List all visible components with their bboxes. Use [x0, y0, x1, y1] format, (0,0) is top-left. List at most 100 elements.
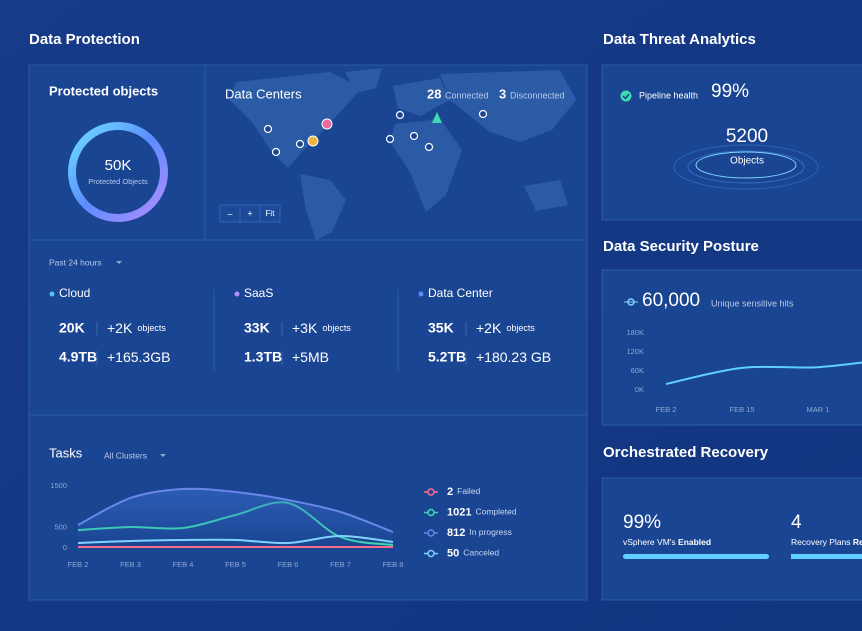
y-tick-label: 500 — [54, 522, 67, 531]
progress-bar — [791, 554, 862, 559]
delta: +3K — [292, 320, 318, 336]
x-tick-label: FEB 7 — [330, 560, 351, 569]
card-title: Tasks — [49, 445, 83, 460]
recovery-value: 4 — [791, 512, 802, 533]
recovery-label: vSphere VM's Enabled — [623, 537, 711, 547]
x-tick-label: FEB 8 — [383, 560, 404, 569]
y-tick-label: 180K — [626, 328, 644, 337]
zoom-in[interactable]: + — [247, 208, 252, 218]
source-name: SaaS — [244, 286, 273, 300]
unit: objects — [137, 323, 166, 333]
hits-label: Unique sensitive hits — [711, 298, 794, 308]
legend-entry: 50 Canceled — [447, 547, 499, 559]
metric-delta: +2K objects — [476, 320, 535, 336]
metric-delta: +180.23 GB — [476, 349, 551, 365]
legend-name: In progress — [469, 527, 512, 537]
metric-value: 5.2TB — [428, 349, 466, 365]
series-line — [77, 487, 394, 533]
x-tick-label: FEB 3 — [120, 560, 141, 569]
status: Enabled — [678, 537, 711, 547]
status: Ready — [853, 537, 862, 547]
legend-icon — [427, 549, 435, 558]
legend-icon — [427, 529, 435, 537]
x-tick-label: MAR 1 — [807, 405, 830, 414]
connected-count: 28 — [427, 86, 441, 101]
x-tick-label: FEB 4 — [173, 560, 194, 569]
legend-entry: 2 Failed — [447, 486, 481, 498]
zoom-out[interactable]: – — [227, 208, 232, 218]
x-tick-label: FEB 2 — [68, 560, 89, 569]
x-tick-label: FEB 15 — [729, 405, 754, 414]
series-line — [77, 535, 394, 545]
zoom-fit[interactable]: Fit — [266, 209, 276, 218]
y-tick-label: 60K — [631, 366, 644, 375]
objects-value: 5200 — [726, 126, 768, 147]
panel — [601, 64, 862, 221]
map-marker-cloud — [432, 112, 442, 123]
source-name: Cloud — [59, 286, 90, 300]
legend-icon — [427, 488, 435, 496]
series-area — [78, 488, 393, 548]
caret — [116, 261, 122, 264]
source-dot — [418, 291, 424, 297]
legend-icon — [427, 508, 435, 517]
delta: +2K — [476, 320, 502, 336]
metric-value: 4.9TB — [59, 349, 97, 365]
section-title: Orchestrated Recovery — [603, 444, 769, 461]
unit: objects — [506, 323, 535, 333]
section-title: Data Security Posture — [603, 238, 759, 255]
y-tick-label: 0 — [63, 543, 67, 552]
panel — [601, 269, 862, 426]
recovery-value: 99% — [623, 512, 661, 533]
donut — [68, 122, 168, 222]
metric-delta: +5MB — [292, 349, 329, 365]
legend-entry: 1021 Completed — [447, 506, 517, 518]
y-tick-label: 120K — [626, 347, 644, 356]
zoom-controls[interactable] — [219, 204, 281, 223]
world-map — [230, 68, 576, 240]
label: vSphere VM's — [623, 537, 676, 547]
section-title: Data Protection — [29, 31, 140, 48]
legend-name: Completed — [475, 507, 516, 517]
status-icon — [620, 90, 632, 102]
metric-delta: +2K objects — [107, 320, 166, 336]
hits-value: 60,000 — [642, 290, 700, 311]
check — [622, 93, 630, 100]
y-tick-label: 1500 — [50, 481, 67, 490]
disconnected-count: 3 — [499, 86, 506, 101]
x-tick-label: FEB 5 — [225, 560, 246, 569]
time-range[interactable]: Past 24 hours — [49, 257, 101, 267]
map-markers — [263, 109, 488, 157]
legend-name: Failed — [457, 486, 480, 496]
recovery-label: Recovery Plans Ready — [791, 537, 862, 547]
connected-label: Connected — [445, 90, 489, 100]
map-marker-alert — [321, 118, 333, 130]
source-dot — [234, 291, 240, 297]
legend-name: Canceled — [463, 548, 499, 558]
legend-count: 2 — [447, 486, 453, 498]
card-title: Protected objects — [49, 83, 158, 98]
delta: +2K — [107, 320, 133, 336]
legend-count: 1021 — [447, 506, 471, 518]
legend-count: 812 — [447, 527, 465, 539]
map-marker-warning — [307, 135, 319, 147]
y-tick-label: 0K — [635, 385, 644, 394]
source-dot — [49, 291, 55, 297]
legend-count: 50 — [447, 547, 459, 559]
legend-entry: 812 In progress — [447, 527, 512, 539]
metric-delta: +3K objects — [292, 320, 351, 336]
metric-value: 35K — [428, 320, 454, 336]
metric-value: 33K — [244, 320, 270, 336]
delta: +180.23 GB — [476, 349, 551, 365]
x-tick-label: FEB 6 — [278, 560, 299, 569]
donut-label: Protected Objects — [88, 177, 148, 186]
label: Recovery Plans — [791, 537, 851, 547]
objects-rings — [673, 144, 819, 190]
metric-value: 20K — [59, 320, 85, 336]
pipeline-value: 99% — [711, 81, 749, 102]
panel — [601, 477, 862, 601]
donut-value: 50K — [105, 157, 132, 174]
cluster-filter[interactable]: All Clusters — [104, 450, 147, 460]
objects-label: Objects — [730, 156, 764, 167]
